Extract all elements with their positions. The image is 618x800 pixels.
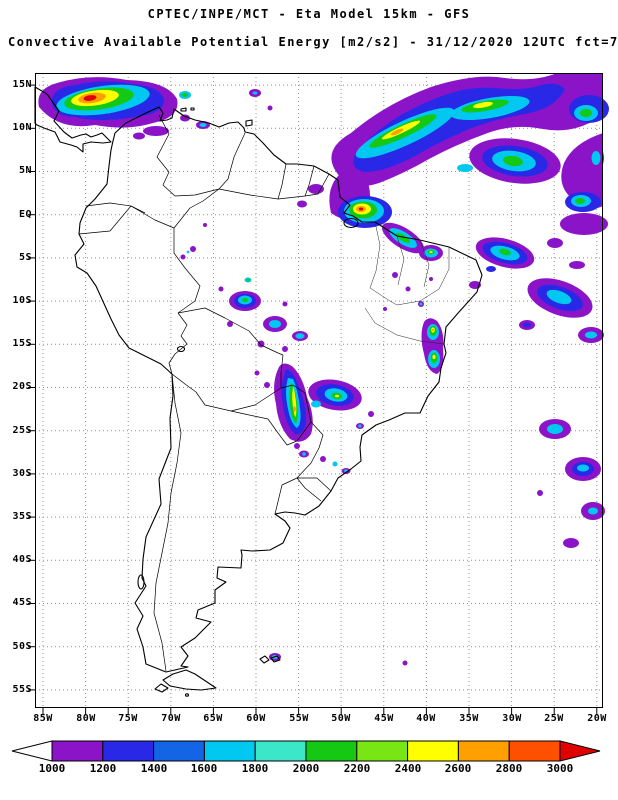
lon-label: 45W [374, 713, 394, 724]
colorbar-label: 1600 [190, 762, 218, 775]
lat-label: 5N [18, 165, 32, 176]
colorbar-right-arrow [559, 740, 601, 762]
lat-label: 30S [12, 468, 32, 479]
lat-label: 10S [12, 295, 32, 306]
lat-label: 25S [12, 425, 32, 436]
lon-label: 65W [203, 713, 223, 724]
map-frame [35, 73, 603, 708]
lat-label: EQ [18, 209, 32, 220]
lat-label: 40S [12, 554, 32, 565]
lon-label: 35W [459, 713, 479, 724]
grid-lines [35, 73, 603, 708]
colorbar-label: 1200 [89, 762, 117, 775]
country-borders [78, 114, 332, 672]
lon-label: 85W [33, 713, 53, 724]
colorbar [11, 740, 601, 762]
lon-label: 70W [161, 713, 181, 724]
colorbar-segment [102, 740, 155, 762]
lat-label: 45S [12, 597, 32, 608]
lat-label: 35S [12, 511, 32, 522]
page-title: CPTEC/INPE/MCT - Eta Model 15km - GFS [147, 7, 471, 21]
colorbar-label: 1400 [140, 762, 168, 775]
colorbar-segment [153, 740, 205, 762]
colorbar-segment [508, 740, 561, 762]
colorbar-segment [356, 740, 409, 762]
lon-label: 40W [416, 713, 436, 724]
axis-ticks [28, 84, 598, 715]
colorbar-label: 2400 [394, 762, 422, 775]
lon-label: 75W [118, 713, 138, 724]
lat-label: 15N [12, 79, 32, 90]
colorbar-label: 3000 [546, 762, 574, 775]
lon-label: 20W [587, 713, 607, 724]
lat-label: 50S [12, 641, 32, 652]
lat-label: 20S [12, 381, 32, 392]
colorbar-segment [254, 740, 307, 762]
page-subtitle: Convective Available Potential Energy [m… [8, 35, 618, 49]
lon-label: 50W [331, 713, 351, 724]
colorbar-label: 2200 [343, 762, 371, 775]
colorbar-label: 2000 [292, 762, 320, 775]
colorbar-segment [457, 740, 510, 762]
south-america-coastline [34, 86, 483, 697]
map-area [28, 73, 609, 715]
lat-label: 10N [12, 122, 32, 133]
colorbar-segment [305, 740, 358, 762]
colorbar-left-arrow [11, 740, 53, 762]
lon-label: 80W [76, 713, 96, 724]
colorbar-label: 2600 [444, 762, 472, 775]
colorbar-label: 2800 [495, 762, 523, 775]
colorbar-label: 1800 [241, 762, 269, 775]
lat-label: 15S [12, 338, 32, 349]
map-svg [28, 73, 609, 715]
colorbar-segment [407, 740, 459, 762]
lon-label: 25W [544, 713, 564, 724]
lon-label: 60W [246, 713, 266, 724]
lon-label: 55W [289, 713, 309, 724]
lon-label: 30W [502, 713, 522, 724]
colorbar-segment [51, 740, 104, 762]
colorbar-label: 1000 [38, 762, 66, 775]
colorbar-segment [203, 740, 256, 762]
lat-label: 55S [12, 684, 32, 695]
state-borders [364, 221, 450, 345]
lat-label: 5S [18, 252, 32, 263]
cape-shading [38, 73, 609, 666]
